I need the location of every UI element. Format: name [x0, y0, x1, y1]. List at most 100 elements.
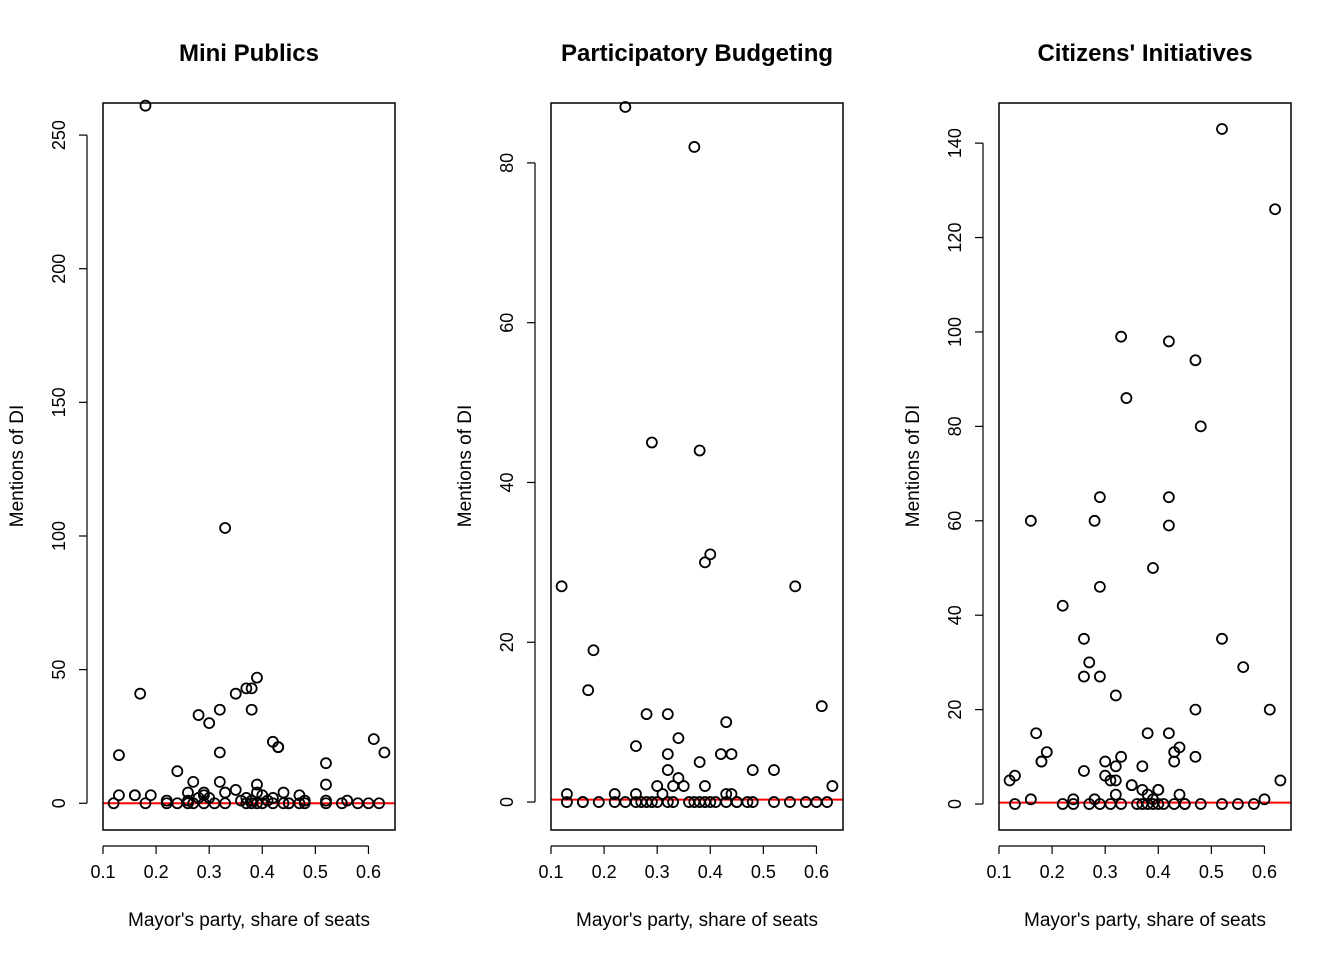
- data-point: [251, 778, 263, 791]
- data-point: [1109, 760, 1122, 773]
- data-point: [1040, 746, 1053, 759]
- data-point: [667, 796, 680, 808]
- y-tick-label: 80: [497, 153, 517, 173]
- plot-frame: [998, 102, 1292, 831]
- data-point: [1269, 203, 1281, 216]
- x-tick-label: 0.1: [90, 862, 115, 882]
- data-point: [587, 644, 600, 657]
- data-point: [1115, 798, 1128, 810]
- data-point: [203, 717, 216, 729]
- data-point: [1125, 779, 1138, 792]
- x-tick-label: 0.3: [645, 862, 670, 882]
- y-tick-label: 80: [945, 416, 965, 436]
- data-point: [725, 748, 738, 761]
- data-point: [1216, 798, 1228, 810]
- data-point: [725, 788, 738, 800]
- data-point: [768, 764, 780, 776]
- data-point: [1216, 123, 1228, 135]
- data-point: [561, 788, 573, 800]
- data-point: [672, 772, 685, 784]
- data-point: [1168, 798, 1181, 810]
- data-point: [1173, 788, 1186, 801]
- data-point: [1152, 783, 1165, 796]
- data-point: [213, 775, 226, 788]
- y-tick-label: 40: [945, 605, 965, 625]
- data-point: [341, 794, 354, 807]
- y-tick-label: 20: [945, 700, 965, 720]
- data-point: [139, 99, 152, 112]
- data-point: [576, 796, 589, 808]
- data-point: [1263, 703, 1276, 716]
- data-point: [219, 797, 232, 810]
- data-point: [192, 709, 205, 721]
- data-point: [651, 780, 664, 792]
- data-point: [555, 580, 568, 593]
- x-tick-label: 0.4: [698, 862, 723, 882]
- data-point: [320, 778, 332, 791]
- data-point: [789, 580, 802, 593]
- y-axis-label: Mentions of DI: [7, 405, 28, 528]
- panel-citizens-initiatives: Citizens' Initiatives Mayor's party, sha…: [903, 40, 1292, 931]
- data-point: [1162, 491, 1175, 504]
- data-point: [1067, 798, 1080, 810]
- y-tick-label: 50: [49, 660, 69, 680]
- data-point: [1168, 755, 1181, 768]
- y-tick-label: 60: [497, 313, 517, 333]
- data-point: [1093, 491, 1106, 504]
- y-tick-label: 250: [49, 120, 69, 150]
- data-point: [746, 764, 759, 776]
- data-point: [704, 796, 717, 808]
- data-point: [1258, 793, 1271, 806]
- data-point: [1274, 774, 1287, 787]
- y-tick-label: 150: [49, 387, 69, 417]
- data-point: [128, 789, 141, 802]
- data-point: [1189, 354, 1202, 367]
- data-point: [1078, 670, 1090, 683]
- panel-title: Mini Publics: [179, 40, 319, 67]
- x-axis-label: Mayor's party, share of seats: [128, 910, 370, 931]
- data-point: [171, 765, 184, 778]
- data-point: [1162, 519, 1175, 532]
- data-point: [229, 784, 242, 796]
- data-point: [187, 775, 200, 788]
- x-tick-label: 0.6: [1252, 862, 1277, 882]
- data-point: [640, 708, 653, 721]
- x-tick-label: 0.1: [986, 862, 1011, 882]
- data-point: [608, 788, 621, 800]
- data-point: [1104, 798, 1117, 810]
- data-point: [741, 796, 754, 808]
- data-point: [714, 748, 727, 761]
- y-tick-label: 0: [497, 797, 517, 807]
- data-point: [693, 756, 706, 768]
- data-point: [1067, 793, 1080, 806]
- data-point: [320, 757, 332, 770]
- data-point: [661, 748, 674, 761]
- data-point: [688, 141, 701, 153]
- data-point: [699, 780, 711, 792]
- panel-participatory-budgeting: Participatory Budgeting Mayor's party, s…: [455, 40, 844, 931]
- panel-mini-publics: Mini Publics Mayor's party, share of sea…: [7, 40, 396, 931]
- data-point: [1120, 392, 1133, 404]
- data-point: [592, 796, 605, 808]
- data-point: [277, 786, 290, 799]
- data-point: [1189, 703, 1202, 716]
- x-tick-label: 0.5: [751, 862, 776, 882]
- x-tick-label: 0.2: [1040, 862, 1065, 882]
- data-point: [1093, 670, 1106, 683]
- data-point: [720, 788, 733, 800]
- data-point: [826, 780, 839, 792]
- data-point: [1173, 741, 1186, 754]
- data-point: [1109, 788, 1122, 801]
- data-point: [1189, 750, 1202, 763]
- data-point: [619, 796, 632, 808]
- data-point: [661, 796, 674, 808]
- data-point: [251, 797, 263, 810]
- data-point: [799, 796, 812, 808]
- data-point: [661, 764, 674, 776]
- x-tick-label: 0.1: [538, 862, 563, 882]
- x-axis-label: Mayor's party, share of seats: [1024, 910, 1266, 931]
- y-tick-label: 20: [497, 632, 517, 652]
- data-point: [730, 796, 743, 808]
- data-point: [1024, 793, 1037, 806]
- x-tick-label: 0.6: [356, 862, 381, 882]
